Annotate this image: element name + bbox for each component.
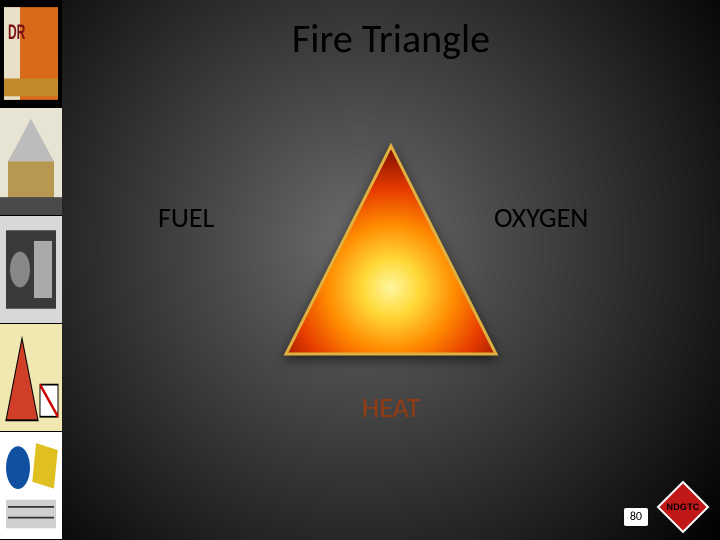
sidebar-thumb [0,216,62,324]
slide: DR [0,0,720,540]
sidebar-thumb [0,432,62,540]
logo-badge: NDGTC [656,480,710,534]
sidebar-thumb [0,108,62,216]
fire-triangle-icon [278,140,504,366]
page-number: 80 [624,508,648,526]
logo-text: NDGTC [656,502,710,512]
label-heat: HEAT [62,390,720,425]
slide-title: Fire Triangle [62,14,720,63]
sidebar-image-strip: DR [0,0,62,540]
label-fuel: FUEL [158,200,214,235]
sidebar-thumb [0,324,62,432]
label-oxygen: OXYGEN [494,200,588,235]
sidebar-thumb: DR [0,0,62,108]
svg-text:DR: DR [8,19,26,44]
